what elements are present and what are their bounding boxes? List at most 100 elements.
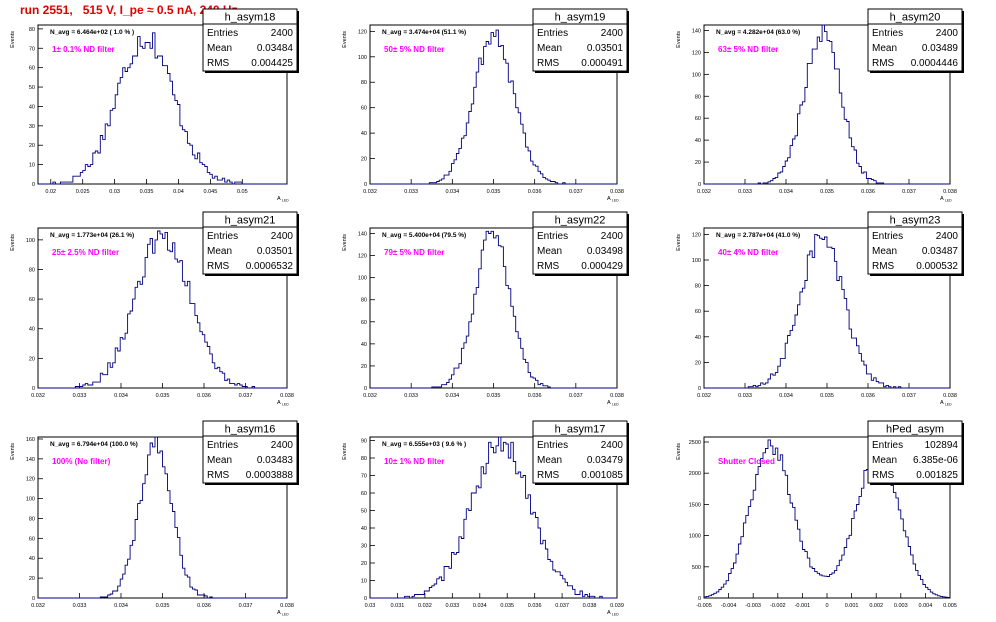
y-tick-label: 500 (692, 565, 701, 571)
plot-frame (37, 24, 288, 185)
stats-value-entries: 2400 (271, 231, 294, 242)
x-axis-label: A LED (940, 400, 952, 407)
filter-label: Shutter Closed (718, 457, 775, 466)
stats-key-entries: Entries (207, 28, 238, 39)
y-tick-label: 140 (692, 28, 701, 34)
stats-key-mean: Mean (207, 455, 232, 466)
x-tick-label: 0.05 (237, 189, 248, 195)
stats-value-rms: 0.001085 (581, 470, 623, 481)
y-tick-label: 20 (29, 576, 35, 582)
x-tick-label: 0.02 (45, 189, 56, 195)
y-tick-label: 60 (361, 491, 367, 497)
histogram-series (370, 230, 617, 389)
x-tick-label: 0.036 (528, 189, 542, 195)
x-tick-label: 0.03 (365, 603, 376, 609)
y-tick-label: 90 (361, 439, 367, 445)
x-tick-label: 0.035 (820, 189, 834, 195)
y-tick-label: 40 (29, 104, 35, 110)
x-tick-label: 0.036 (861, 189, 875, 195)
y-tick-label: 80 (695, 284, 701, 290)
y-tick-label: 80 (361, 298, 367, 304)
x-tick-label: 0.003 (894, 603, 908, 609)
stats-box (532, 211, 628, 275)
x-tick-label: 0.034 (445, 393, 459, 399)
y-axis-label: Events (676, 443, 682, 460)
y-tick-label: 80 (29, 27, 35, 33)
stats-key-entries: Entries (872, 231, 903, 242)
x-tick-label: 0.038 (943, 393, 957, 399)
y-tick-label: 20 (361, 157, 367, 163)
y-tick-label: 80 (361, 456, 367, 462)
stats-key-rms: RMS (537, 58, 560, 69)
y-tick-label: 70 (29, 46, 35, 52)
stats-value-rms: 0.000491 (581, 58, 623, 69)
y-axis-label: Events (676, 234, 682, 251)
navg-annotation: N_avg = 5.400e+04 (79.5 %) (382, 232, 466, 239)
stats-title: h_asym19 (555, 12, 606, 24)
x-tick-label: 0.034 (779, 189, 793, 195)
y-tick-label: 0 (698, 182, 701, 188)
x-tick-label: 0.037 (569, 393, 583, 399)
y-tick-label: 50 (361, 509, 367, 515)
stats-key-rms: RMS (207, 470, 230, 481)
x-tick-label: 0.032 (363, 393, 377, 399)
stats-value-mean: 0.03479 (587, 455, 624, 466)
y-tick-label: 30 (29, 124, 35, 130)
x-tick-label: 0.034 (114, 603, 128, 609)
x-tick-label: 0.033 (73, 603, 87, 609)
x-tick-label: 0.036 (197, 603, 211, 609)
x-tick-label: 0.034 (445, 189, 459, 195)
stats-key-entries: Entries (872, 440, 903, 451)
histogram-panel-h_asym16: 0.032 0.033 0.034 0.035 0.036 0.037 0.038 0 20 40… (10, 420, 299, 617)
x-tick-label: 0.037 (555, 603, 569, 609)
y-tick-label: 60 (695, 116, 701, 122)
y-tick-label: 20 (29, 143, 35, 149)
y-tick-label: 2500 (689, 440, 701, 446)
y-tick-label: 100 (26, 238, 35, 244)
x-tick-label: 0.031 (391, 603, 405, 609)
y-tick-label: 1500 (689, 502, 701, 508)
y-tick-label: 20 (695, 360, 701, 366)
histogram-panel-h_asym21: 0.032 0.033 0.034 0.035 0.036 0.037 0.038 0 20 40… (10, 211, 299, 407)
x-tick-label: 0.034 (779, 393, 793, 399)
stats-key-mean: Mean (537, 246, 562, 257)
stats-box (532, 420, 628, 484)
x-tick-label: 0.004 (919, 603, 933, 609)
stats-key-entries: Entries (537, 440, 568, 451)
y-tick-label: 120 (358, 29, 367, 35)
navg-annotation: N_avg = 6.794e+04 (100.0 %) (50, 441, 138, 448)
navg-annotation: N_avg = 3.474e+04 (51.1 %) (382, 29, 466, 36)
x-tick-label: 0.036 (197, 393, 211, 399)
y-tick-label: 80 (29, 516, 35, 522)
navg-annotation: N_avg = 4.282e+04 (63.0 %) (716, 29, 800, 36)
x-tick-label: 0.037 (569, 189, 583, 195)
x-tick-label: 0.038 (610, 189, 624, 195)
stats-box (202, 8, 298, 72)
stats-value-entries: 2400 (936, 231, 959, 242)
stats-box (202, 420, 298, 484)
y-tick-label: 0 (364, 596, 367, 602)
x-tick-label: 0.036 (528, 603, 542, 609)
y-tick-label: 0 (364, 182, 367, 188)
stats-key-rms: RMS (537, 470, 560, 481)
y-tick-label: 120 (26, 477, 35, 483)
x-tick-label: 0.038 (280, 393, 294, 399)
filter-label: 100% (No filter) (52, 457, 111, 466)
y-tick-label: 20 (695, 160, 701, 166)
y-tick-label: 40 (695, 335, 701, 341)
y-tick-label: 160 (26, 437, 35, 443)
stats-title: h_asym20 (890, 12, 941, 24)
y-tick-label: 40 (29, 327, 35, 333)
filter-label: 10± 1% ND filter (384, 457, 444, 466)
y-tick-label: 80 (29, 267, 35, 273)
x-axis-label: A LED (607, 610, 619, 617)
x-tick-label: 0.032 (418, 603, 432, 609)
stats-title: hPed_asym (886, 424, 944, 436)
x-tick-label: 0.033 (73, 393, 87, 399)
y-tick-label: 80 (361, 80, 367, 86)
stats-value-mean: 6.385e-06 (913, 455, 958, 466)
plot-frame (369, 436, 618, 599)
stats-box (867, 8, 963, 72)
y-tick-label: 30 (361, 544, 367, 550)
stats-key-mean: Mean (207, 246, 232, 257)
